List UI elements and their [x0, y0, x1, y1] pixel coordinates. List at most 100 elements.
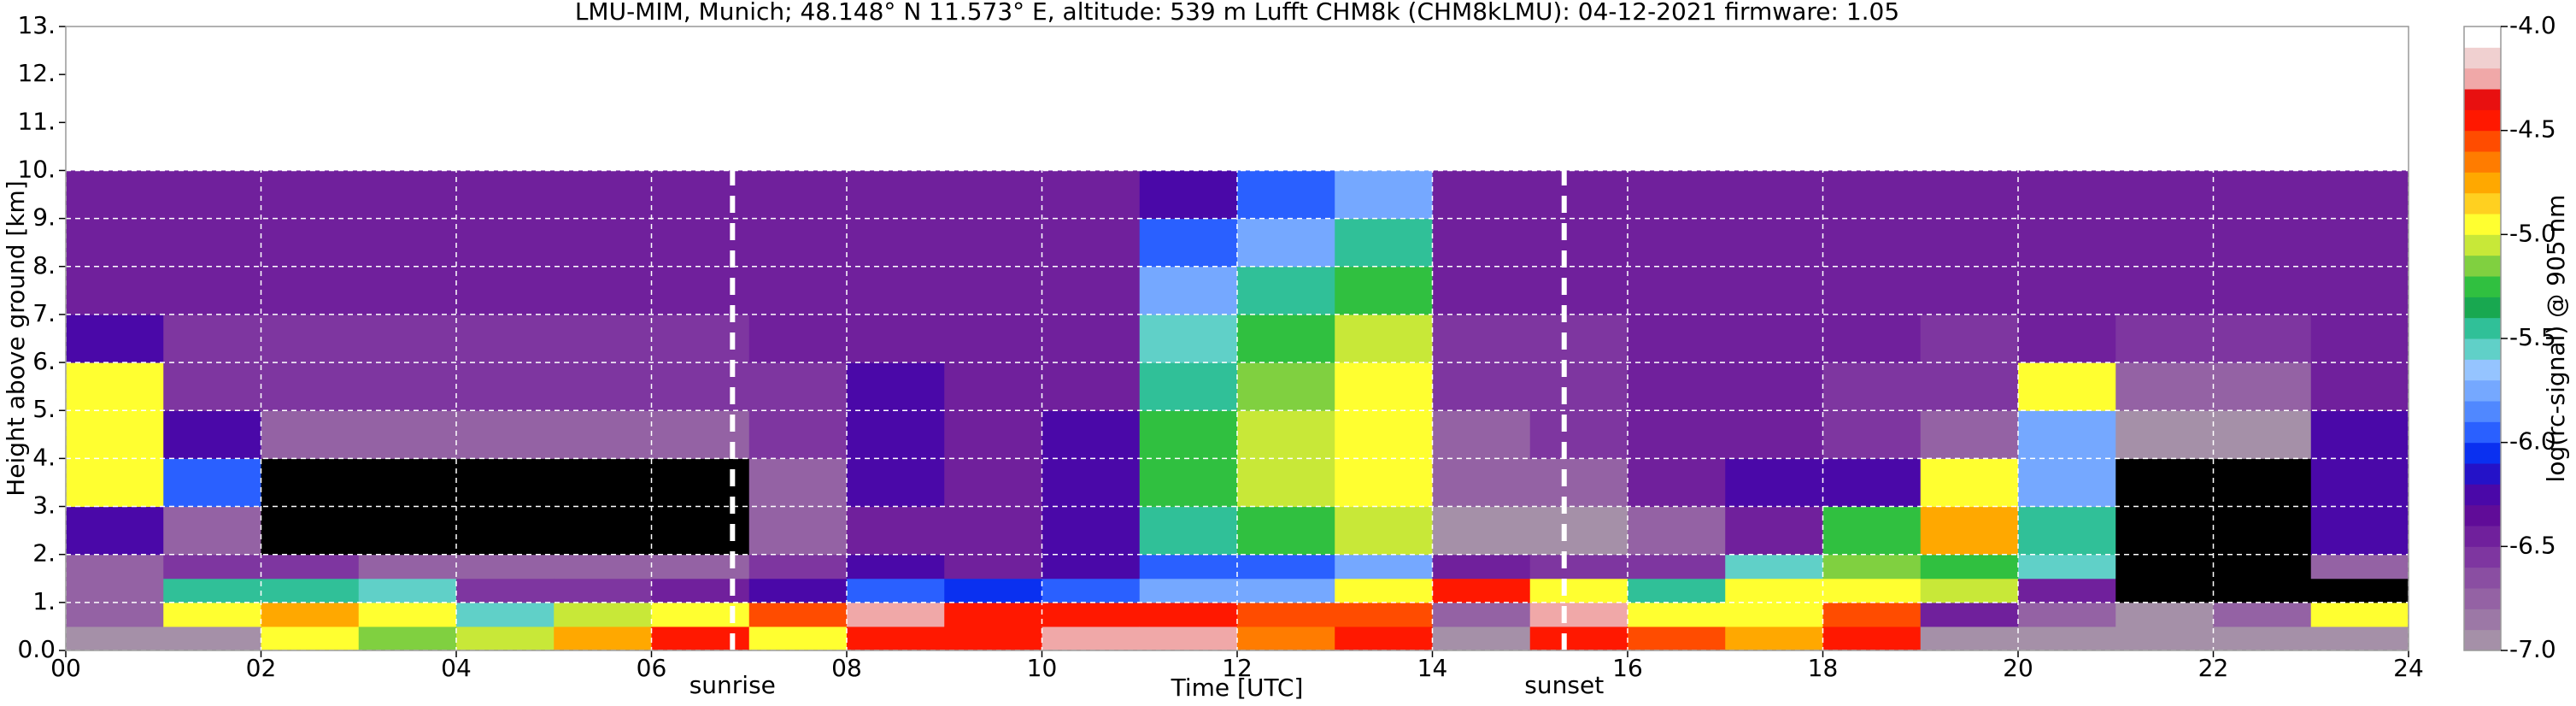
x-tick-label: 06 [637, 654, 667, 682]
heatmap-cell [1139, 458, 1238, 508]
colorbar-swatch [2464, 109, 2501, 132]
heatmap-cell [163, 506, 261, 556]
heatmap-cell [456, 266, 555, 315]
heatmap-cell [163, 170, 261, 220]
heatmap-cell [1432, 506, 1531, 556]
heatmap-cell [748, 170, 848, 220]
heatmap-cell [261, 506, 360, 556]
heatmap-cell [2213, 578, 2312, 603]
heatmap-cell [1139, 266, 1238, 315]
heatmap-cell [554, 506, 652, 556]
heatmap-cell [1432, 362, 1531, 411]
heatmap-cell [2115, 266, 2214, 315]
heatmap-cell [456, 458, 555, 508]
heatmap-cell [2310, 362, 2409, 411]
heatmap-cell [554, 578, 652, 603]
heatmap-cell [748, 554, 848, 580]
heatmap-cell [1628, 170, 1726, 220]
heatmap-cell [1335, 314, 1433, 363]
heatmap-cell [1529, 170, 1628, 220]
colorbar-tick-label: -4.0 [2509, 11, 2556, 39]
heatmap-cell [456, 362, 555, 411]
heatmap-cell [163, 578, 261, 603]
colorbar-swatch [2464, 484, 2501, 506]
y-tick-label: 6. [32, 347, 56, 375]
heatmap-cell [1529, 554, 1628, 580]
colorbar-swatch [2464, 234, 2501, 256]
heatmap-cell [1725, 410, 1823, 459]
colorbar-swatch [2464, 588, 2501, 609]
heatmap-cell [2310, 506, 2409, 556]
heatmap-cell [66, 578, 164, 603]
colorbar-swatch [2464, 504, 2501, 527]
heatmap-cell [66, 506, 164, 556]
heatmap-cell [1529, 266, 1628, 315]
heatmap-cell [1042, 362, 1141, 411]
heatmap-cell [1335, 266, 1433, 315]
heatmap-cell [358, 458, 457, 508]
heatmap-cell [163, 218, 261, 268]
heatmap-cell [1042, 314, 1141, 363]
heatmap-cell [2310, 170, 2409, 220]
heatmap-cell [944, 578, 1042, 603]
heatmap-cell [2018, 506, 2116, 556]
heatmap-cell [944, 554, 1042, 580]
heatmap-cell [1042, 170, 1141, 220]
heatmap-cell [2310, 458, 2409, 508]
heatmap-cell [1628, 362, 1726, 411]
heatmap-cell [2018, 218, 2116, 268]
heatmap-cell [1628, 578, 1726, 603]
colorbar-swatch [2464, 89, 2501, 110]
heatmap-cell [1822, 626, 1922, 651]
heatmap-cell [944, 458, 1042, 508]
heatmap-cell [358, 578, 457, 603]
heatmap-cell [1628, 626, 1726, 651]
heatmap-cell [358, 626, 457, 651]
heatmap-cell [1139, 170, 1238, 220]
heatmap-cell [66, 266, 164, 315]
heatmap-cell [1237, 554, 1335, 580]
heatmap-cell [1822, 218, 1922, 268]
y-tick-label: 3. [32, 491, 56, 520]
heatmap-cell [1920, 314, 2019, 363]
heatmap-cell [1920, 554, 2019, 580]
x-tick-label: 14 [1417, 654, 1448, 682]
heatmap-cell [554, 266, 652, 315]
heatmap-cell [2310, 626, 2409, 651]
x-tick-label: 16 [1612, 654, 1643, 682]
heatmap-cell [847, 554, 945, 580]
heatmap-cell [2213, 218, 2312, 268]
heatmap-cell [847, 410, 945, 459]
heatmap-cell [2213, 266, 2312, 315]
heatmap-cell [1335, 578, 1433, 603]
heatmap-cell [1335, 170, 1433, 220]
heatmap-cell [1042, 410, 1141, 459]
heatmap-cell [1920, 626, 2019, 651]
heatmap-cell [163, 626, 261, 651]
heatmap-cell [748, 314, 848, 363]
heatmap-cell [2310, 602, 2409, 627]
colorbar-swatch [2464, 151, 2501, 173]
heatmap-cell [2115, 218, 2214, 268]
heatmap-cell [748, 218, 848, 268]
heatmap-cell [1432, 458, 1531, 508]
y-axis-label: Height above ground [km] [2, 180, 30, 497]
x-tick-label: 02 [246, 654, 277, 682]
heatmap-cell [1432, 410, 1531, 459]
heatmap-cell [1139, 218, 1238, 268]
heatmap-cell [1628, 554, 1726, 580]
heatmap-cell [748, 362, 848, 411]
y-tick-label: 0.0 [17, 635, 56, 663]
heatmap-cell [748, 602, 848, 627]
heatmap-cell [1822, 602, 1922, 627]
heatmap-cell [1432, 554, 1531, 580]
heatmap-cell [261, 170, 360, 220]
heatmap-cell [1822, 362, 1922, 411]
colorbar-swatch [2464, 317, 2501, 339]
colorbar-swatch [2464, 297, 2501, 319]
heatmap-cell [2115, 410, 2214, 459]
heatmap-cell [2213, 602, 2312, 627]
heatmap-cell [1920, 218, 2019, 268]
x-tick-label: 22 [2198, 654, 2229, 682]
heatmap-cell [2213, 362, 2312, 411]
